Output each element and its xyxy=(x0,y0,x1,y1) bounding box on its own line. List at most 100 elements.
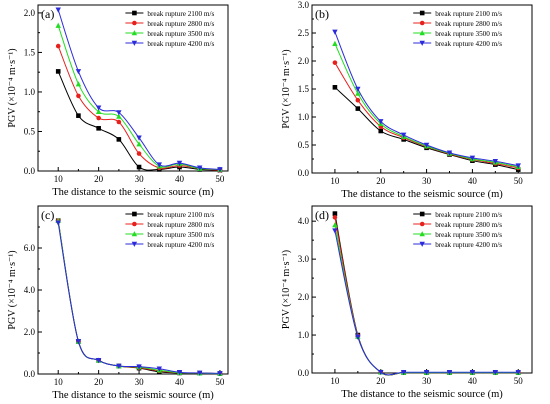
data-point xyxy=(197,370,203,376)
x-tick-label: 30 xyxy=(422,176,432,186)
data-point xyxy=(55,69,61,74)
legend-swatch-marker xyxy=(419,10,425,16)
legend-swatch-marker xyxy=(419,211,425,217)
y-tick-label: 0.0 xyxy=(298,368,310,378)
panel-label: (a) xyxy=(41,7,54,21)
legend-label: break rupture 4200 m/s xyxy=(147,40,214,48)
x-tick-label: 50 xyxy=(215,174,225,184)
legend-swatch-marker xyxy=(132,20,137,26)
legend-entry: break rupture 2100 m/s xyxy=(125,10,214,18)
x-axis-label: The distance to the seismic source (m) xyxy=(52,187,214,198)
data-point xyxy=(136,135,142,141)
data-point xyxy=(332,60,338,65)
series-2800 xyxy=(332,60,521,171)
legend-label: break rupture 4200 m/s xyxy=(435,241,502,249)
y-tick-label: 2.0 xyxy=(24,327,36,337)
data-point xyxy=(378,369,384,376)
legend-entry: break rupture 4200 m/s xyxy=(125,40,214,48)
x-tick-label: 30 xyxy=(135,377,145,387)
y-axis-label: PGV (×10⁻⁴ m·s⁻¹) xyxy=(7,48,18,127)
x-tick-label: 40 xyxy=(175,377,185,387)
series-4200 xyxy=(55,7,223,173)
legend-label: break rupture 2800 m/s xyxy=(435,20,502,28)
data-point xyxy=(332,85,338,90)
legend-label: break rupture 3500 m/s xyxy=(147,30,214,38)
data-point xyxy=(515,163,521,169)
legend-label: break rupture 3500 m/s xyxy=(435,30,502,38)
x-tick-label: 50 xyxy=(514,176,524,186)
legend-entry: break rupture 3500 m/s xyxy=(413,231,502,239)
y-tick-label: 1.0 xyxy=(298,112,310,122)
x-tick-label: 50 xyxy=(215,377,225,387)
x-tick-label: 30 xyxy=(422,376,432,386)
legend-entry: break rupture 4200 m/s xyxy=(413,40,502,48)
series-2800 xyxy=(55,43,223,173)
data-point xyxy=(55,220,61,226)
legend-swatch-marker xyxy=(131,30,138,36)
legend-swatch-marker xyxy=(419,40,425,46)
y-tick-label: 0.0 xyxy=(298,168,310,178)
data-point xyxy=(469,155,476,161)
series-4200 xyxy=(332,228,521,376)
legend-entry: break rupture 2100 m/s xyxy=(413,10,502,18)
legend-swatch-marker xyxy=(419,30,425,36)
data-point xyxy=(76,93,81,99)
panel-b: 10 20 30 40 50 0.0 0.5 1.0 1.5 2.0 2.5 3.0 The dista… xyxy=(281,0,533,200)
panel-c: 10 20 30 40 50 0.0 2.0 4.0 6.0 The distance to th… xyxy=(7,205,229,401)
series-line xyxy=(334,230,519,376)
series-4200 xyxy=(55,220,223,377)
y-axis-label: PGV (×10⁻⁴ m·s⁻¹) xyxy=(281,49,292,128)
data-point xyxy=(156,162,162,168)
data-point xyxy=(355,97,361,103)
legend-swatch-marker xyxy=(132,211,137,217)
legend-label: break rupture 2100 m/s xyxy=(147,211,214,219)
x-tick-label: 40 xyxy=(468,176,478,186)
data-point xyxy=(176,160,183,166)
y-tick-label: 1.0 xyxy=(298,330,310,340)
legend-swatch-marker xyxy=(131,40,138,46)
x-tick-label: 20 xyxy=(376,176,386,186)
y-tick-label: 1.5 xyxy=(298,84,310,94)
data-point xyxy=(355,334,361,340)
data-point xyxy=(156,366,162,372)
legend-entry: break rupture 2800 m/s xyxy=(125,221,214,229)
x-tick-label: 30 xyxy=(135,174,145,184)
y-axis-label: PGV (×10⁻⁴ m·s⁻¹) xyxy=(281,250,292,329)
legend-label: break rupture 2100 m/s xyxy=(147,10,214,18)
x-tick-label: 10 xyxy=(54,377,64,387)
x-tick-label: 20 xyxy=(376,376,386,386)
y-axis-label: PGV (×10⁻⁴ m·s⁻¹) xyxy=(7,250,18,329)
data-point xyxy=(355,90,361,96)
legend-label: break rupture 2100 m/s xyxy=(435,10,502,18)
data-point xyxy=(492,369,499,376)
x-tick-label: 10 xyxy=(330,176,340,186)
data-point xyxy=(75,81,82,87)
y-tick-label: 0.5 xyxy=(24,126,36,136)
data-point xyxy=(469,369,476,376)
data-point xyxy=(75,339,82,345)
x-axis-label: The distance to the seismic source (m) xyxy=(341,189,503,200)
data-point xyxy=(332,29,338,35)
data-point xyxy=(95,358,102,364)
legend-label: break rupture 4200 m/s xyxy=(147,241,214,249)
plot-frame xyxy=(37,4,229,172)
series-2100 xyxy=(55,69,223,173)
data-point xyxy=(423,369,430,376)
series-4200 xyxy=(332,29,521,169)
data-point xyxy=(355,106,361,111)
legend-swatch-marker xyxy=(131,231,138,237)
legend-label: break rupture 2800 m/s xyxy=(147,20,214,28)
legend: break rupture 2100 m/s break rupture 2800… xyxy=(413,10,502,48)
y-tick-label: 0.0 xyxy=(24,166,36,176)
data-point xyxy=(446,150,453,156)
legend-label: break rupture 3500 m/s xyxy=(435,231,502,239)
data-point xyxy=(116,137,122,142)
legend-entry: break rupture 4200 m/s xyxy=(413,241,502,249)
legend-entry: break rupture 2100 m/s xyxy=(125,211,214,219)
x-tick-label: 10 xyxy=(330,376,340,386)
legend: break rupture 2100 m/s break rupture 2800… xyxy=(125,10,214,48)
data-point xyxy=(95,108,102,115)
legend-label: break rupture 3500 m/s xyxy=(147,231,214,239)
data-point xyxy=(116,363,122,369)
legend-entry: break rupture 2800 m/s xyxy=(413,20,502,28)
